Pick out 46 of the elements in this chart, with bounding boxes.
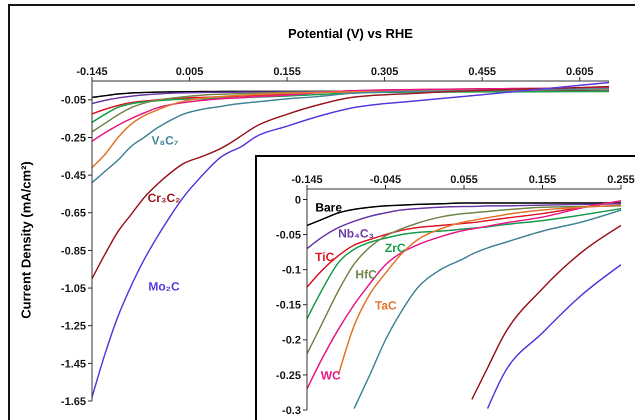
y-tick-label: -0.15 [276,300,301,312]
y-tick-label: -0.45 [60,170,86,182]
series-label: Cr₃C₂ [148,190,180,205]
y-tick-label: -0.05 [60,94,86,107]
line-series [307,202,621,226]
y-tick-label: -0.85 [60,245,86,258]
line-series [92,88,609,184]
series-label: Bare [315,200,342,214]
series-label: ZrC [384,240,406,255]
x-tick-label: 0.155 [273,66,301,78]
series-label: TiC [315,250,335,264]
line-series [307,200,621,390]
x-tick-label: 0.255 [607,174,635,186]
y-tick-label: -0.2 [282,334,301,347]
y-tick-label: -0.3 [282,404,301,417]
y-tick-label: -0.1 [282,264,301,277]
y-tick-label: -0.25 [276,370,301,382]
x-tick-label: 0.055 [450,174,478,186]
line-series [92,86,609,280]
x-tick-label: -0.145 [76,66,108,78]
series-label: HfC [355,267,378,282]
y-tick-label: -0.65 [60,208,86,220]
x-tick-label: 0.155 [528,174,556,186]
y-axis-title: Current Density (mA/cm²) [18,161,34,319]
series-label: Nb₄C₃ [338,226,374,241]
y-tick-label: -1.05 [60,282,86,295]
x-tick-label: 0.605 [566,66,594,78]
series-label: V₈C₇ [151,133,179,148]
x-axis-title: Potential (V) vs RHE [287,26,414,41]
x-tick-label: 0.005 [176,66,204,78]
line-series [307,205,621,355]
x-tick-label: -0.045 [370,174,402,186]
y-tick-label: -1.65 [60,396,86,408]
line-series [486,264,621,410]
y-tick-label: -1.45 [60,358,86,370]
series-label: WC [320,368,342,383]
line-series [471,224,621,400]
y-tick-label: 0 [294,194,301,206]
y-tick-label: -0.05 [276,230,301,242]
series-label: TaC [374,298,398,312]
x-tick-label: -0.145 [291,174,323,186]
series-label: Mo₂C [148,279,180,294]
y-tick-label: -1.25 [60,320,86,333]
x-tick-label: 0.455 [468,66,496,78]
x-tick-label: 0.305 [370,66,398,78]
y-tick-label: -0.25 [60,132,86,144]
